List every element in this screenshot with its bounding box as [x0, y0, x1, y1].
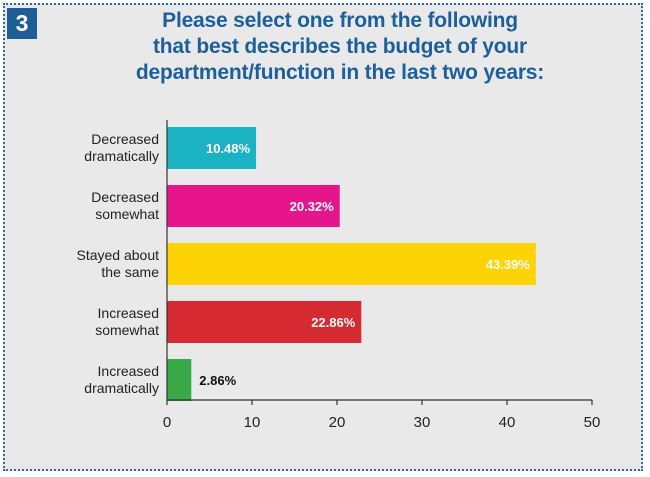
category-label-4-1: dramatically	[84, 380, 159, 396]
x-tick-label-1: 10	[244, 414, 261, 431]
category-label-2-1: the same	[101, 264, 159, 280]
category-label-2-0: Stayed about	[76, 247, 159, 263]
category-label-3-1: somewhat	[95, 322, 159, 338]
figure-number-badge: 3	[7, 8, 37, 39]
bar-0	[167, 127, 257, 169]
value-label-1: 20.32%	[290, 199, 335, 214]
value-label-0: 10.48%	[206, 141, 251, 156]
bar-3	[167, 301, 362, 343]
category-label-0-1: dramatically	[84, 148, 159, 164]
category-label-1-1: somewhat	[95, 206, 159, 222]
category-label-1-0: Decreased	[91, 189, 159, 205]
x-tick-label-5: 50	[584, 414, 601, 431]
x-tick-label-3: 30	[414, 414, 431, 431]
category-label-4-0: Increased	[98, 363, 159, 379]
bar-1	[167, 185, 340, 227]
chart-title-line-2: that best describes the budget of your	[153, 35, 527, 58]
x-tick-label-0: 0	[163, 414, 171, 431]
chart-title-line-3: department/function in the last two year…	[135, 61, 545, 84]
value-label-4: 2.86%	[199, 373, 236, 388]
bar-4	[167, 359, 192, 401]
chart-title: Please select one from the following tha…	[40, 8, 640, 86]
category-label-0-0: Decreased	[91, 131, 159, 147]
category-label-3-0: Increased	[98, 305, 159, 321]
value-label-3: 22.86%	[311, 315, 356, 330]
x-tick-label-2: 20	[329, 414, 346, 431]
value-label-2: 43.39%	[486, 257, 531, 272]
x-tick-label-4: 40	[499, 414, 516, 431]
chart-frame	[3, 3, 643, 471]
chart-title-line-1: Please select one from the following	[162, 9, 518, 32]
bar-2	[167, 243, 536, 285]
